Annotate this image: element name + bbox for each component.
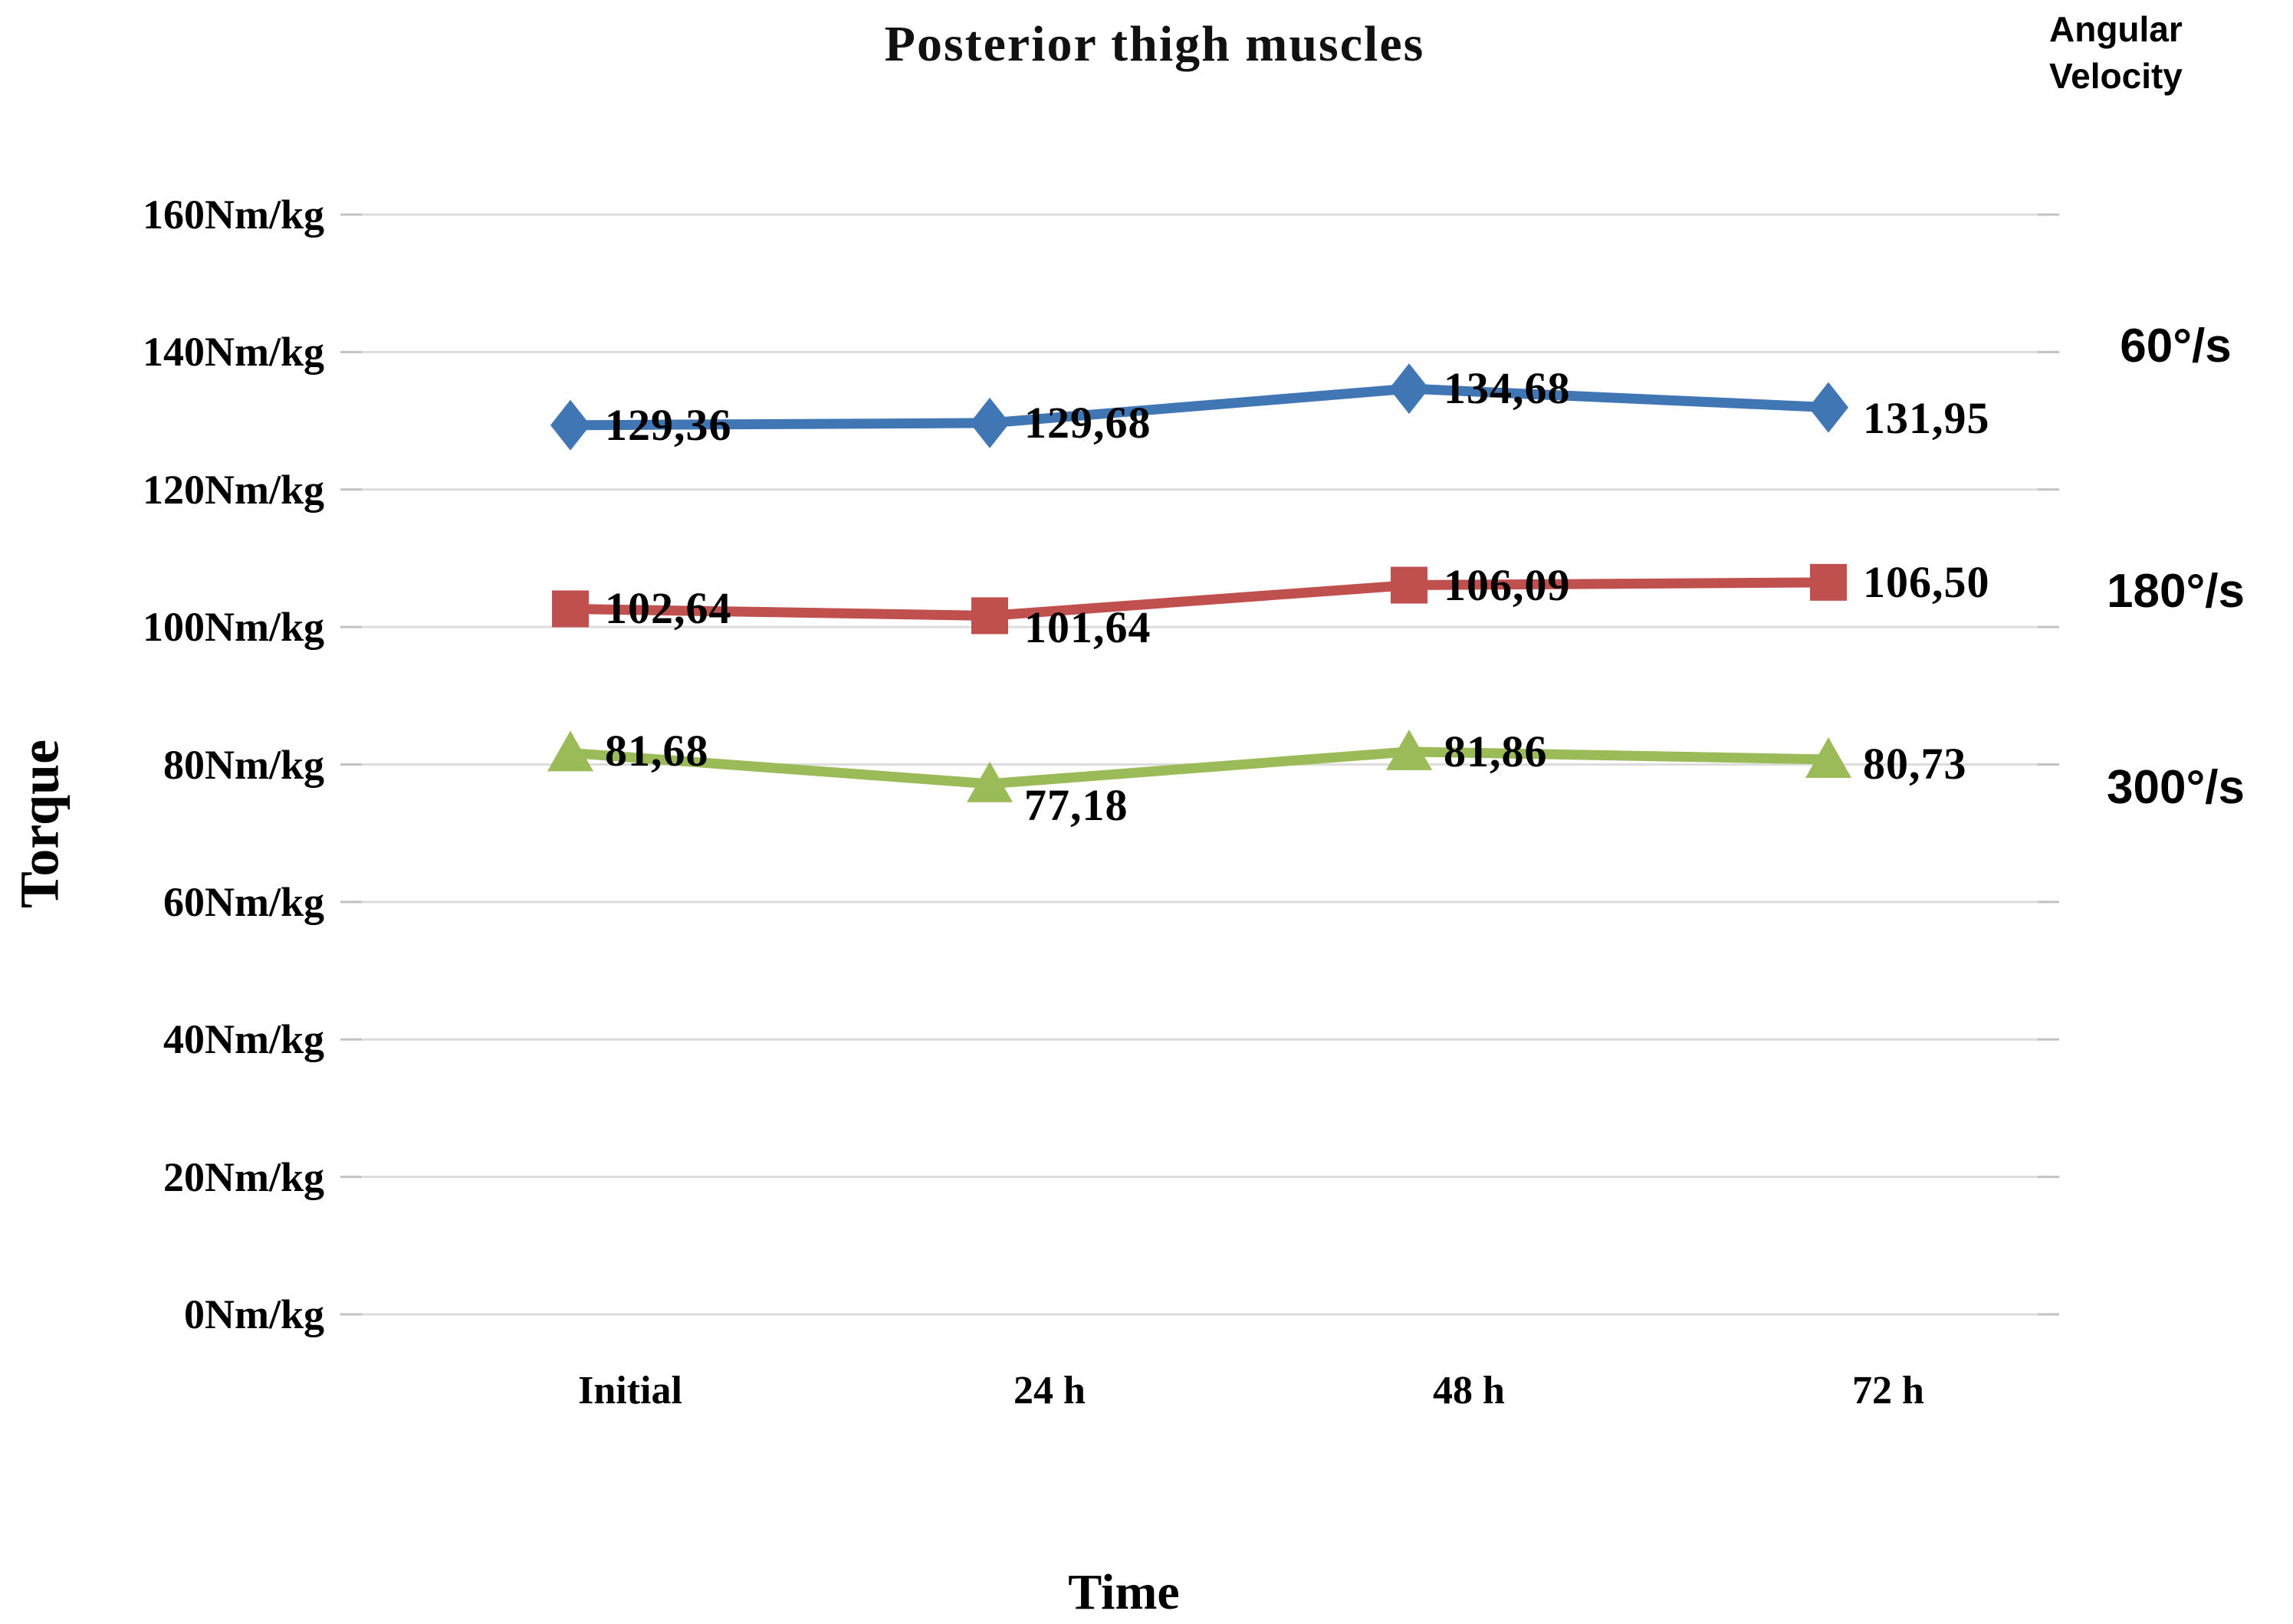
triangle-marker-icon — [547, 730, 593, 772]
data-label: 106,09 — [1444, 559, 1571, 610]
x-tick-label: 24 h — [1013, 1369, 1086, 1412]
data-label: 81,86 — [1444, 726, 1548, 776]
data-label: 102,64 — [605, 583, 732, 634]
square-marker-icon — [1810, 563, 1847, 601]
legend-item: 180°/s — [2107, 565, 2245, 618]
y-tick-label: 140Nm/kg — [142, 329, 324, 376]
y-tick-label: 40Nm/kg — [163, 1016, 324, 1063]
y-tick-label: 80Nm/kg — [163, 741, 324, 788]
y-tick-label: 100Nm/kg — [142, 604, 324, 651]
legend-title: Angular Velocity — [2049, 9, 2183, 96]
data-label: 131,95 — [1863, 392, 1990, 443]
data-label: 80,73 — [1863, 738, 1967, 789]
square-marker-icon — [552, 590, 589, 628]
data-label: 129,68 — [1024, 397, 1151, 448]
data-label: 134,68 — [1444, 363, 1571, 414]
data-label: 101,64 — [1024, 602, 1151, 653]
y-tick-label: 20Nm/kg — [163, 1153, 324, 1200]
legend-item: 300°/s — [2107, 761, 2245, 814]
x-tick-label: Initial — [578, 1369, 682, 1412]
triangle-marker-icon — [967, 761, 1013, 802]
chart-title: Posterior thigh muscles — [884, 16, 1425, 72]
y-tick-label: 160Nm/kg — [142, 192, 324, 238]
diamond-marker-icon — [1808, 382, 1848, 433]
diamond-marker-icon — [970, 397, 1010, 448]
x-tick-label: 72 h — [1852, 1369, 1924, 1412]
x-axis-title: Time — [1068, 1564, 1180, 1620]
diamond-marker-icon — [1389, 363, 1429, 415]
square-marker-icon — [1391, 566, 1427, 604]
data-label: 77,18 — [1024, 779, 1128, 830]
data-label: 129,36 — [605, 399, 732, 450]
y-tick-label: 60Nm/kg — [163, 878, 324, 925]
x-tick-label: 48 h — [1433, 1369, 1505, 1412]
y-tick-label: 0Nm/kg — [183, 1291, 324, 1337]
triangle-marker-icon — [1386, 729, 1432, 770]
legend-item: 60°/s — [2120, 320, 2232, 372]
y-tick-label: 120Nm/kg — [142, 466, 324, 513]
data-label: 81,68 — [605, 726, 709, 776]
series-line-300°/s — [565, 746, 1834, 789]
series-line-60°/s — [565, 383, 1834, 431]
data-label: 106,50 — [1863, 556, 1990, 607]
square-marker-icon — [971, 597, 1008, 635]
series-line-180°/s — [565, 577, 1834, 621]
triangle-marker-icon — [1805, 737, 1851, 778]
diamond-marker-icon — [550, 399, 590, 451]
